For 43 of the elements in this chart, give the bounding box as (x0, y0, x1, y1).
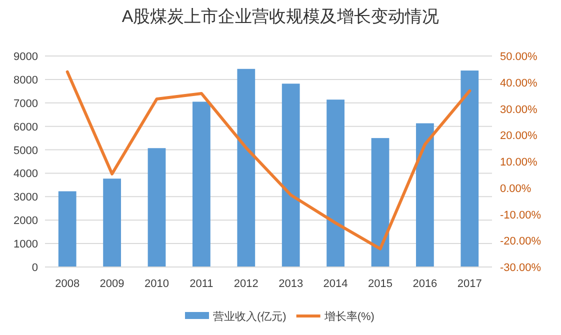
bar (58, 191, 76, 267)
y2-tick-label: -10.00% (500, 209, 542, 222)
y-tick-label: 8000 (14, 74, 38, 86)
y-tick-label: 9000 (14, 51, 38, 63)
bar (103, 178, 121, 267)
bar (371, 138, 390, 267)
x-tick-label: 2012 (234, 278, 258, 290)
y2-tick-label: -20.00% (500, 236, 542, 248)
bar (237, 68, 256, 267)
y-tick-label: 3000 (14, 192, 38, 204)
x-tick-label: 2011 (190, 278, 214, 290)
x-tick-label: 2013 (278, 278, 304, 290)
bar (282, 84, 300, 267)
y-tick-label: 7000 (14, 98, 38, 110)
chart-title: A股煤炭上市企业营收规模及增长变动情况 (122, 7, 440, 26)
bar (460, 70, 479, 267)
bar (148, 148, 166, 267)
legend-label: 营业收入(亿元) (213, 310, 286, 323)
x-tick-label: 2009 (100, 278, 124, 290)
y2-tick-label: 10.00% (500, 156, 538, 168)
y2-tick-label: 50.00% (500, 51, 538, 63)
y-tick-label: 4000 (14, 168, 38, 180)
x-tick-label: 2014 (323, 278, 348, 290)
y-tick-label: 2000 (14, 215, 38, 228)
y-tick-label: 6000 (14, 121, 38, 134)
x-tick-label: 2008 (55, 278, 80, 290)
legend-label: 增长率(%) (323, 310, 374, 323)
bar (326, 100, 344, 267)
x-tick-label: 2016 (412, 278, 438, 290)
y2-tick-label: 30.00% (500, 104, 538, 116)
y-tick-label: 5000 (14, 144, 38, 157)
x-tick-label: 2010 (144, 278, 169, 290)
x-tick-label: 2015 (368, 278, 392, 290)
y2-tick-label: 20.00% (500, 130, 538, 142)
y-tick-label: 1000 (14, 238, 38, 251)
y2-tick-label: -30.00% (500, 262, 542, 274)
bar (192, 102, 210, 267)
y-tick-label: 0 (32, 262, 38, 274)
line-series (66, 70, 472, 250)
y2-tick-label: 0.00% (500, 182, 532, 195)
x-tick-label: 2017 (457, 278, 482, 290)
y2-tick-label: 40.00% (500, 77, 538, 90)
bar (416, 123, 434, 267)
